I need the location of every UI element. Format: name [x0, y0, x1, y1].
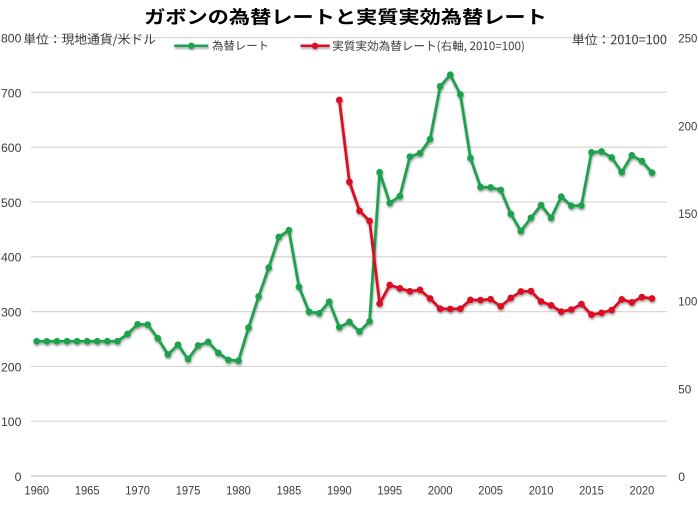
svg-text:1960: 1960 — [24, 484, 49, 498]
svg-text:100: 100 — [1, 415, 22, 429]
svg-text:1975: 1975 — [176, 484, 201, 498]
svg-text:2015: 2015 — [579, 484, 604, 498]
svg-text:1985: 1985 — [277, 484, 302, 498]
svg-text:0: 0 — [15, 470, 22, 484]
svg-text:1965: 1965 — [75, 484, 100, 498]
svg-text:400: 400 — [1, 251, 22, 265]
svg-text:2005: 2005 — [478, 484, 503, 498]
svg-text:0: 0 — [678, 470, 685, 484]
svg-text:200: 200 — [1, 360, 22, 374]
svg-text:150: 150 — [678, 207, 697, 221]
svg-text:2020: 2020 — [630, 484, 655, 498]
svg-text:250: 250 — [678, 32, 697, 46]
svg-text:2010: 2010 — [529, 484, 554, 498]
svg-text:1980: 1980 — [226, 484, 251, 498]
svg-text:1990: 1990 — [327, 484, 352, 498]
svg-text:2000: 2000 — [428, 484, 453, 498]
svg-text:200: 200 — [678, 119, 697, 133]
svg-text:300: 300 — [1, 306, 22, 320]
svg-text:600: 600 — [1, 141, 22, 155]
svg-text:700: 700 — [1, 86, 22, 100]
svg-text:800: 800 — [1, 32, 22, 46]
svg-text:50: 50 — [678, 382, 691, 396]
svg-text:1995: 1995 — [377, 484, 402, 498]
svg-text:100: 100 — [678, 295, 697, 309]
svg-text:1970: 1970 — [125, 484, 150, 498]
svg-text:500: 500 — [1, 196, 22, 210]
